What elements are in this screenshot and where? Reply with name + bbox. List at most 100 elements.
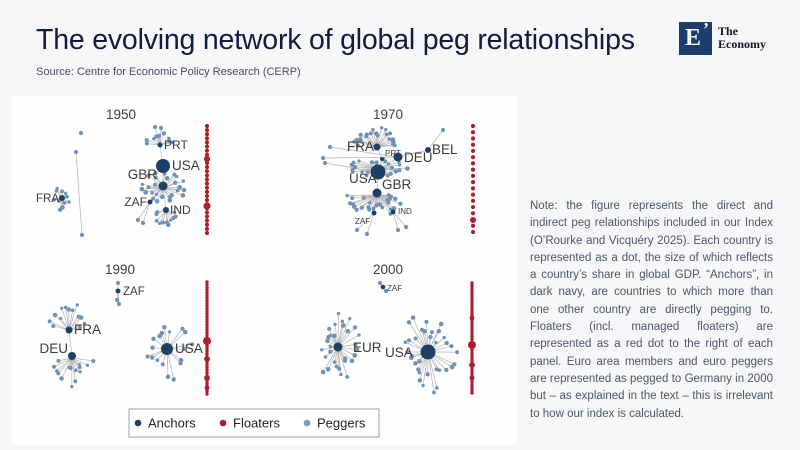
panel-1990: ZAF FRA DEU USA 1990 bbox=[39, 262, 211, 396]
floater-dot bbox=[205, 368, 209, 372]
floater-dot bbox=[470, 161, 476, 166]
pegger-dot bbox=[357, 333, 361, 337]
pegger-dot bbox=[384, 132, 389, 137]
pegger-dot bbox=[153, 170, 158, 176]
legend-box bbox=[128, 408, 380, 438]
page-title: The evolving network of global peg relat… bbox=[36, 24, 635, 56]
pegger-dot bbox=[70, 385, 74, 389]
pegger-dot bbox=[440, 127, 446, 133]
pegger-dot bbox=[47, 319, 52, 324]
pegger-dot bbox=[57, 207, 63, 212]
floater-dot bbox=[470, 192, 476, 197]
floater-dot bbox=[204, 144, 210, 149]
pegger-dot bbox=[135, 217, 141, 223]
floater-dot bbox=[470, 308, 474, 312]
floater-dot bbox=[470, 326, 474, 331]
pegger-dot bbox=[150, 355, 155, 360]
floater-dot bbox=[205, 381, 209, 386]
pegger-dot bbox=[167, 198, 172, 203]
peg-edge bbox=[427, 129, 444, 151]
floater-dot bbox=[204, 230, 210, 236]
anchor-dot-zaf bbox=[115, 288, 121, 294]
pegger-dot bbox=[153, 182, 158, 187]
pegger-dot bbox=[323, 355, 328, 359]
pegger-dot bbox=[167, 330, 172, 334]
pegger-dot bbox=[183, 347, 188, 352]
pegger-dot bbox=[155, 210, 160, 215]
pegger-dot bbox=[397, 163, 402, 167]
pegger-dot bbox=[91, 358, 96, 363]
pegger-dot bbox=[455, 350, 460, 355]
floater-dot bbox=[204, 165, 210, 170]
pegger-dot bbox=[56, 358, 61, 363]
floater-dot bbox=[204, 128, 210, 133]
pegger-dot bbox=[351, 160, 356, 165]
pegger-dot bbox=[51, 323, 56, 329]
logo-letter: E bbox=[685, 25, 702, 51]
pegger-dot bbox=[75, 303, 79, 307]
pegger-dot bbox=[349, 358, 355, 364]
floater-dot bbox=[470, 180, 476, 185]
pegger-dot bbox=[325, 338, 330, 344]
pegger-dot bbox=[364, 132, 369, 137]
floater-dot bbox=[470, 310, 474, 315]
peg-edge bbox=[68, 329, 73, 357]
floater-dot bbox=[205, 370, 209, 375]
pegger-dot bbox=[116, 301, 122, 307]
floater-dot bbox=[470, 369, 474, 374]
anchor-dot-usa bbox=[420, 344, 436, 360]
floater-dot-large bbox=[469, 315, 475, 321]
country-label-usa: USA bbox=[172, 158, 200, 173]
peg-edge bbox=[376, 194, 391, 215]
peg-edge bbox=[397, 149, 429, 158]
floater-dot bbox=[204, 218, 210, 223]
legend-label-floaters: Floaters bbox=[233, 416, 280, 431]
country-label-ind: IND bbox=[170, 203, 191, 217]
floater-dot bbox=[205, 362, 209, 367]
pegger-dot bbox=[355, 143, 360, 148]
pegger-dot bbox=[432, 390, 436, 395]
floater-dot bbox=[470, 391, 474, 395]
pegger-dot bbox=[144, 141, 149, 146]
pegger-dot bbox=[374, 203, 379, 208]
floater-dot bbox=[205, 330, 209, 335]
panel-1950: FRA PRT USA GBR ZAF IND 1950 bbox=[36, 107, 211, 238]
pegger-dot bbox=[345, 193, 349, 198]
pegger-dot bbox=[393, 169, 398, 174]
country-label-fra: FRA bbox=[36, 193, 59, 205]
pegger-dot bbox=[393, 196, 398, 202]
floater-dot bbox=[470, 229, 476, 235]
peg-edge bbox=[56, 357, 73, 372]
pegger-dot bbox=[342, 358, 347, 363]
floater-dot bbox=[470, 385, 474, 390]
pegger-dot bbox=[371, 127, 375, 132]
pegger-dot bbox=[66, 307, 72, 312]
floater-dot bbox=[205, 309, 209, 314]
pegger-dot bbox=[60, 306, 64, 310]
pegger-dot bbox=[353, 342, 358, 347]
pegger-dot bbox=[114, 297, 120, 303]
floater-dot-large bbox=[204, 356, 210, 362]
pegger-dot bbox=[340, 319, 345, 324]
pegger-dot bbox=[327, 144, 333, 150]
pegger-dot bbox=[146, 173, 151, 178]
peg-edge bbox=[347, 194, 378, 197]
pegger-dot bbox=[51, 364, 57, 369]
pegger-dot bbox=[328, 333, 333, 337]
country-label-deu: DEU bbox=[404, 150, 433, 165]
peg-edge bbox=[137, 201, 151, 221]
pegger-dot bbox=[70, 308, 75, 313]
pegger-dot bbox=[406, 320, 412, 325]
pegger-dot bbox=[359, 205, 364, 210]
floater-dot bbox=[470, 223, 476, 228]
floater-dot bbox=[205, 282, 209, 287]
pegger-dot bbox=[384, 127, 388, 132]
pegger-dot bbox=[358, 132, 363, 138]
pegger-dot bbox=[345, 328, 351, 334]
floater-dot bbox=[470, 359, 474, 363]
pegger-dot bbox=[169, 218, 173, 222]
peg-edge bbox=[352, 194, 378, 199]
pegger-dot bbox=[364, 173, 369, 178]
pegger-dot bbox=[151, 336, 156, 341]
